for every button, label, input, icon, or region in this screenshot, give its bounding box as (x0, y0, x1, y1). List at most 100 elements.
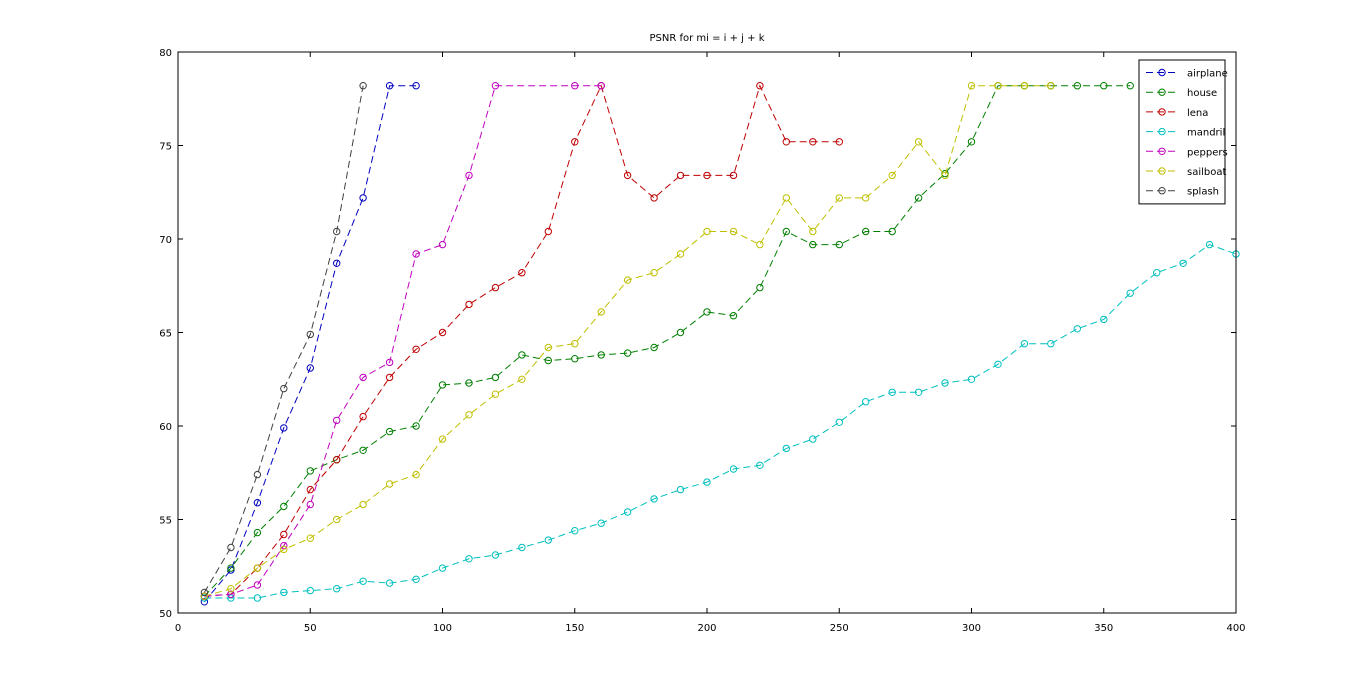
data-point (465, 171, 473, 180)
data-point (835, 240, 843, 249)
data-point (967, 375, 976, 383)
data-point (491, 390, 500, 398)
data-point (385, 358, 394, 367)
data-point (1047, 82, 1055, 90)
data-point (200, 588, 209, 597)
legend-marker (1158, 167, 1166, 175)
data-point (412, 345, 420, 353)
data-point (227, 564, 235, 572)
data-point (385, 427, 394, 436)
data-point (306, 364, 314, 372)
data-point (571, 340, 579, 348)
data-point (914, 138, 923, 146)
x-tick-label: 300 (962, 623, 981, 634)
legend-marker (1158, 147, 1166, 156)
data-point (676, 328, 685, 337)
data-point (756, 240, 764, 249)
legend-label: sailboat (1187, 167, 1226, 178)
data-point (994, 82, 1002, 90)
data-point (703, 227, 711, 236)
data-point (412, 250, 420, 258)
data-point (888, 227, 896, 236)
data-point (333, 515, 341, 524)
data-point (650, 269, 658, 277)
data-point (756, 461, 764, 469)
data-point (412, 575, 420, 583)
data-point (491, 373, 500, 382)
data-point (1205, 240, 1214, 249)
data-point (359, 82, 367, 90)
data-point (333, 456, 341, 464)
data-point (571, 355, 579, 363)
data-point (253, 470, 262, 479)
data-point (438, 328, 447, 337)
data-point (1020, 82, 1029, 90)
series-line-house (204, 85, 1131, 597)
data-point (227, 543, 235, 552)
data-point (280, 530, 288, 539)
data-point (703, 308, 711, 316)
data-point (544, 356, 552, 365)
data-point (1126, 82, 1134, 90)
data-point (729, 465, 738, 473)
data-point (1073, 325, 1082, 333)
data-point (597, 519, 605, 527)
data-point (967, 138, 976, 146)
data-point (306, 485, 314, 494)
data-point (862, 398, 870, 406)
data-point (253, 528, 262, 537)
data-point (412, 82, 420, 90)
data-point (1100, 315, 1108, 324)
data-point (571, 527, 579, 535)
data-point (676, 171, 685, 180)
data-point (623, 171, 632, 180)
data-point (280, 588, 288, 597)
data-point (412, 470, 420, 479)
data-point (306, 534, 314, 542)
legend-marker (1158, 68, 1166, 77)
x-tick-label: 250 (830, 623, 849, 634)
data-point (888, 171, 896, 180)
data-point (518, 351, 526, 359)
data-point (914, 194, 923, 202)
chart-title: PSNR for mi = i + j + k (650, 33, 765, 44)
series-line-lena (204, 84, 840, 597)
y-tick-label: 75 (159, 142, 172, 153)
x-tick-label: 350 (1094, 623, 1113, 634)
data-point (941, 379, 949, 387)
data-point (544, 536, 552, 544)
data-point (782, 194, 790, 202)
data-point (782, 444, 790, 453)
data-point (280, 424, 288, 432)
data-point (253, 564, 262, 572)
legend-label: airplane (1187, 69, 1228, 80)
data-point (676, 485, 685, 494)
y-tick-label: 55 (159, 516, 172, 527)
data-point (623, 508, 632, 516)
data-point (544, 227, 552, 236)
data-point (359, 577, 367, 585)
data-point (306, 500, 314, 509)
data-point (280, 545, 288, 554)
data-point (1179, 259, 1187, 267)
data-point (359, 412, 367, 421)
data-point (650, 495, 658, 503)
data-point (412, 422, 420, 430)
data-point (1100, 82, 1108, 90)
y-tick-label: 80 (159, 48, 172, 59)
data-point (465, 555, 473, 563)
data-point (333, 416, 341, 425)
data-point (782, 138, 790, 146)
data-point (544, 343, 552, 352)
data-point (306, 586, 314, 595)
data-point (385, 480, 394, 488)
data-point (333, 227, 341, 236)
data-point (518, 375, 526, 383)
data-point (385, 373, 394, 382)
legend-marker (1158, 88, 1166, 96)
plot-area (178, 52, 1236, 613)
data-point (994, 360, 1002, 368)
data-point (200, 598, 209, 606)
data-point (862, 227, 870, 236)
